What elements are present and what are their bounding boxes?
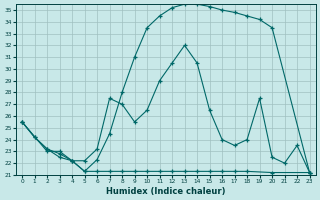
X-axis label: Humidex (Indice chaleur): Humidex (Indice chaleur) [106,187,226,196]
